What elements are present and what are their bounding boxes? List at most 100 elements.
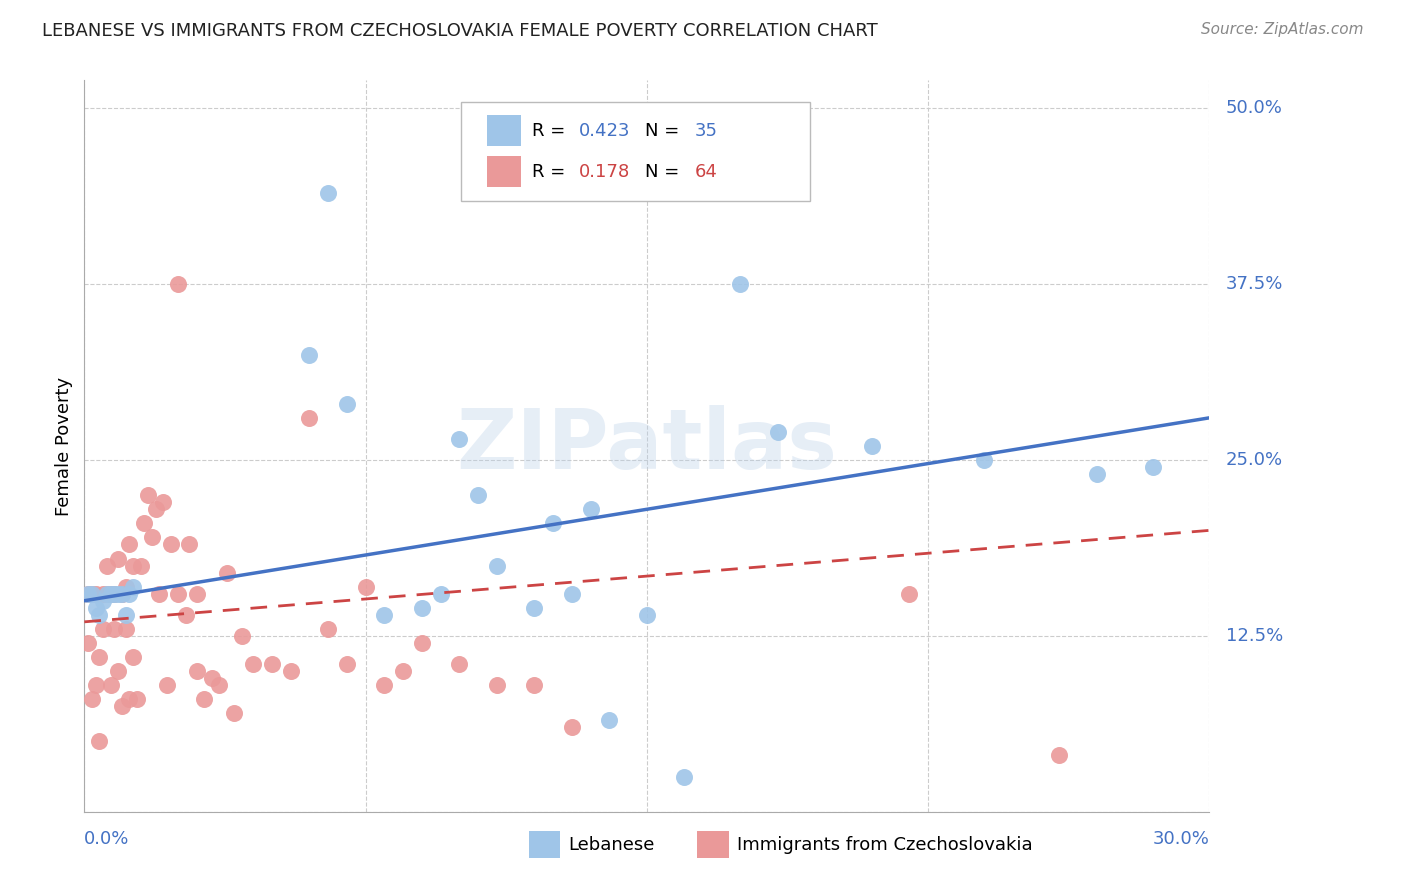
Point	[201, 671, 224, 685]
Point	[96, 587, 118, 601]
Point	[336, 657, 359, 671]
Point	[186, 587, 208, 601]
Point	[1085, 467, 1108, 482]
Point	[114, 622, 136, 636]
Point	[125, 692, 148, 706]
Point	[167, 277, 190, 292]
Point	[392, 664, 415, 678]
Point	[860, 439, 883, 453]
Point	[111, 699, 134, 714]
Point	[103, 622, 125, 636]
Point	[103, 587, 125, 601]
FancyBboxPatch shape	[697, 831, 728, 858]
Point	[118, 692, 141, 706]
Point	[598, 714, 620, 728]
Point	[174, 607, 197, 622]
Point	[1142, 460, 1164, 475]
Point	[523, 678, 546, 692]
Text: 0.423: 0.423	[579, 121, 631, 139]
Point	[84, 678, 107, 692]
Point	[523, 600, 546, 615]
Text: ZIPatlas: ZIPatlas	[457, 406, 837, 486]
Point	[148, 587, 170, 601]
Point	[898, 587, 921, 601]
Point	[411, 636, 433, 650]
Point	[107, 551, 129, 566]
Point	[77, 636, 100, 650]
Point	[129, 558, 152, 573]
Point	[114, 580, 136, 594]
Point	[91, 622, 114, 636]
Point	[429, 587, 451, 601]
Text: 35: 35	[695, 121, 718, 139]
Text: 25.0%: 25.0%	[1226, 451, 1284, 469]
Point	[561, 587, 583, 601]
Point	[636, 607, 658, 622]
Point	[77, 587, 100, 601]
Point	[224, 706, 246, 721]
FancyBboxPatch shape	[461, 103, 810, 201]
Point	[89, 650, 111, 665]
Point	[179, 537, 201, 551]
Text: 64: 64	[695, 162, 718, 181]
Point	[298, 348, 321, 362]
Point	[373, 678, 395, 692]
Point	[561, 720, 583, 734]
Point	[159, 537, 181, 551]
Point	[114, 607, 136, 622]
Point	[579, 502, 602, 516]
Point	[316, 622, 339, 636]
Point	[316, 186, 339, 200]
Point	[91, 593, 114, 607]
Point	[152, 495, 174, 509]
Point	[80, 692, 103, 706]
Point	[242, 657, 264, 671]
Text: N =: N =	[644, 121, 685, 139]
Point	[122, 558, 145, 573]
Point	[145, 502, 167, 516]
Point	[193, 692, 215, 706]
Point	[122, 650, 145, 665]
Point	[260, 657, 283, 671]
Point	[485, 678, 508, 692]
Text: 50.0%: 50.0%	[1226, 99, 1282, 118]
Point	[298, 410, 321, 425]
Text: R =: R =	[531, 162, 571, 181]
Point	[186, 664, 208, 678]
Text: N =: N =	[644, 162, 685, 181]
Point	[485, 558, 508, 573]
Point	[467, 488, 489, 502]
Point	[77, 587, 100, 601]
Text: 30.0%: 30.0%	[1153, 830, 1209, 848]
Point	[541, 516, 564, 531]
Point	[89, 734, 111, 748]
Point	[96, 558, 118, 573]
Point	[354, 580, 377, 594]
Point	[231, 629, 253, 643]
Point	[118, 537, 141, 551]
Text: Source: ZipAtlas.com: Source: ZipAtlas.com	[1201, 22, 1364, 37]
Text: Lebanese: Lebanese	[568, 836, 654, 854]
Point	[449, 432, 471, 446]
Text: 37.5%: 37.5%	[1226, 276, 1284, 293]
Point	[136, 488, 159, 502]
Point	[449, 657, 471, 671]
Point	[208, 678, 231, 692]
Point	[107, 664, 129, 678]
Point	[973, 453, 995, 467]
Point	[91, 587, 114, 601]
Point	[215, 566, 238, 580]
Text: Immigrants from Czechoslovakia: Immigrants from Czechoslovakia	[737, 836, 1032, 854]
Point	[411, 600, 433, 615]
Point	[156, 678, 179, 692]
Point	[100, 678, 122, 692]
Point	[84, 600, 107, 615]
Point	[80, 587, 103, 601]
Point	[1047, 748, 1070, 763]
FancyBboxPatch shape	[529, 831, 560, 858]
Text: 12.5%: 12.5%	[1226, 627, 1284, 645]
Point	[80, 587, 103, 601]
Point	[111, 587, 134, 601]
Point	[141, 530, 163, 544]
FancyBboxPatch shape	[486, 115, 520, 146]
